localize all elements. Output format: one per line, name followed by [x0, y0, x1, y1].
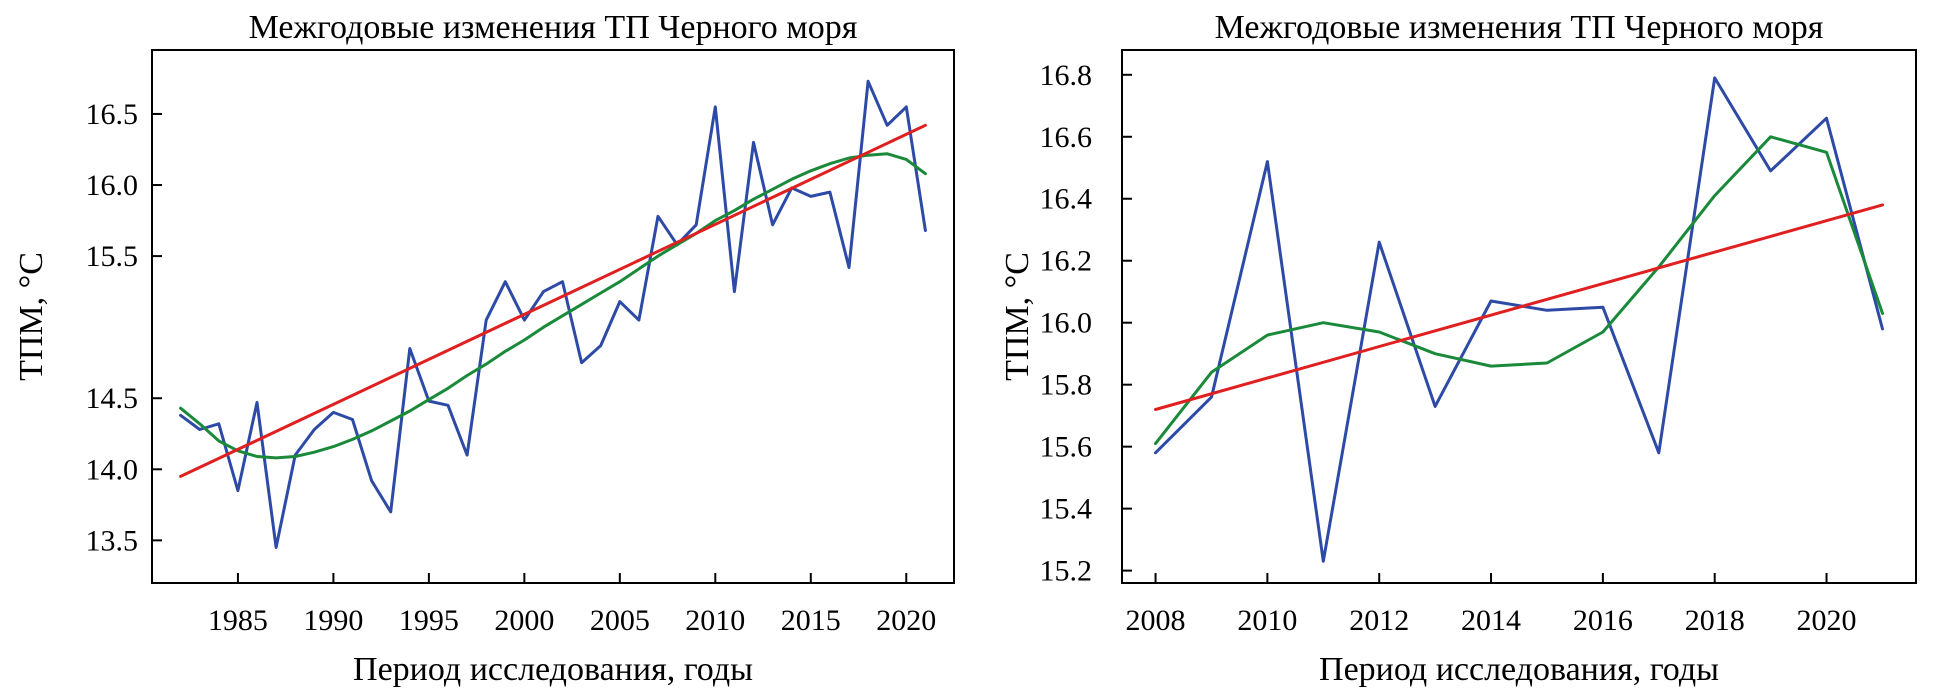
left-y-tick-label: 14.5: [86, 382, 139, 415]
left-plot-frame: [151, 49, 955, 584]
left-y-tick-label: 15.5: [86, 240, 139, 273]
left-x-tick-label: 2010: [685, 604, 745, 637]
right-x-tick-label: 2020: [1797, 604, 1857, 637]
right-y-tick-label: 15.2: [1040, 555, 1093, 588]
left-x-tick-label: 1990: [303, 604, 363, 637]
right-y-tick-label: 16.6: [1040, 121, 1093, 154]
left-x-axis-label: Период исследования, годы: [353, 651, 753, 688]
right-y-tick-label: 16.8: [1040, 59, 1093, 92]
left-y-tick-label: 14.0: [86, 453, 139, 486]
left-x-tick-label: 2015: [781, 604, 841, 637]
right-x-axis-label: Период исследования, годы: [1319, 651, 1719, 688]
right-x-tick-label: 2010: [1237, 604, 1297, 637]
chart-right: Межгодовые изменения ТП Черного моря 2008…: [999, 9, 1917, 688]
right-x-tick-label: 2008: [1126, 604, 1186, 637]
left-smoothed-line: [179, 152, 927, 460]
left-x-tick-label: 1985: [208, 604, 268, 637]
right-y-tick-label: 15.4: [1040, 493, 1093, 526]
right-x-tick-label: 2016: [1573, 604, 1633, 637]
left-x-tick-label: 1995: [399, 604, 459, 637]
left-y-axis-label: ТПМ, °С: [13, 252, 50, 381]
right-y-tick-label: 15.8: [1040, 369, 1093, 402]
left-trend-line: [179, 123, 927, 478]
left-x-tick-label: 2005: [590, 604, 650, 637]
left-y-tick-label: 13.5: [86, 524, 139, 557]
right-y-axis-label: ТПМ, °С: [999, 252, 1036, 381]
right-x-tick-label: 2014: [1461, 604, 1521, 637]
left-x-tick-label: 2000: [494, 604, 554, 637]
right-chart-title: Межгодовые изменения ТП Черного моря: [1215, 9, 1824, 46]
right-y-tick-label: 15.6: [1040, 431, 1093, 464]
right-y-tick-label: 16.4: [1040, 183, 1093, 216]
right-x-tick-label: 2012: [1349, 604, 1409, 637]
left-chart-title: Межгодовые изменения ТП Черного моря: [249, 9, 858, 46]
right-y-tick-label: 16.0: [1040, 307, 1093, 340]
right-y-tick-label: 16.2: [1040, 245, 1093, 278]
left-x-tick-label: 2020: [876, 604, 936, 637]
right-plot-frame: [1121, 49, 1917, 584]
right-trend-line: [1154, 203, 1884, 411]
left-y-tick-label: 16.0: [86, 169, 139, 202]
right-observed-line: [1154, 76, 1884, 563]
chart-left: Межгодовые изменения ТП Черного моря 1985…: [13, 9, 955, 688]
right-x-tick-label: 2018: [1685, 604, 1745, 637]
left-y-tick-label: 16.5: [86, 98, 139, 131]
right-smoothed-line: [1154, 135, 1884, 446]
left-observed-line: [179, 79, 927, 549]
